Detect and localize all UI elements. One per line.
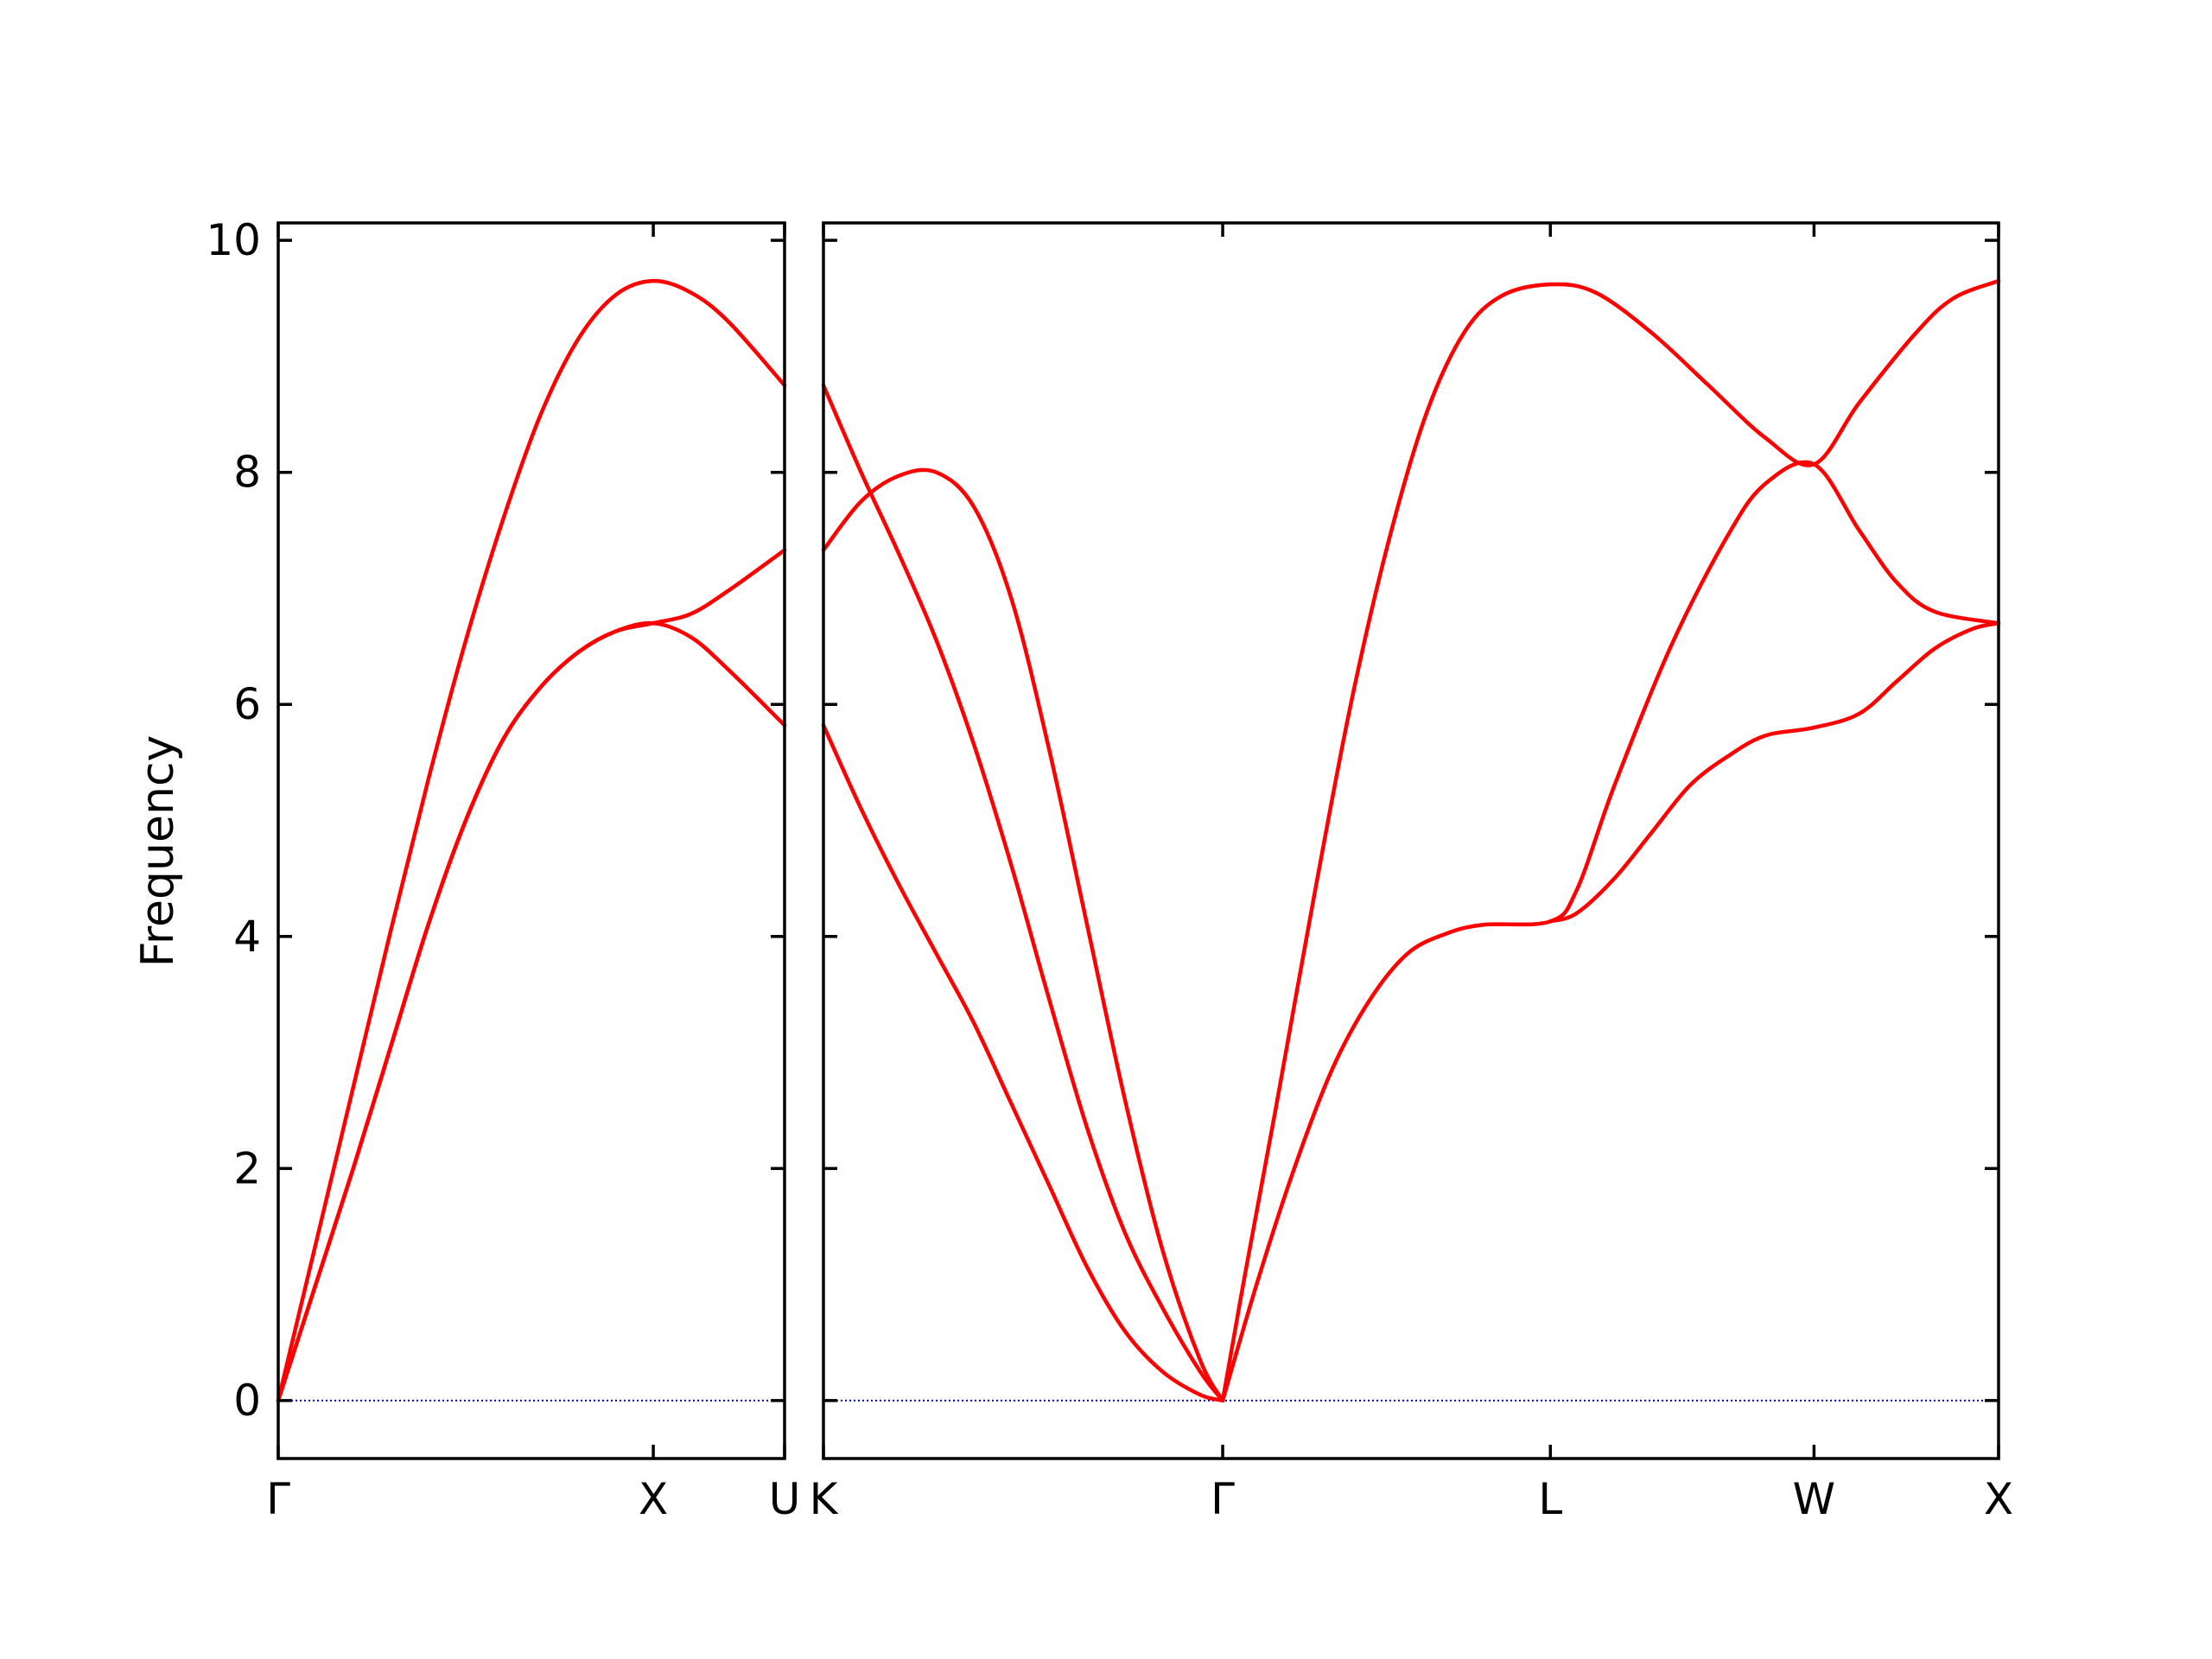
x-tick-label: L xyxy=(1538,1474,1562,1524)
x-tick-label: Γ xyxy=(1211,1474,1235,1524)
band-line-1 xyxy=(276,278,787,1403)
y-tick-label: 8 xyxy=(233,448,261,498)
band-line-5 xyxy=(1220,460,2001,1403)
x-tick-label: W xyxy=(1793,1474,1835,1524)
band-line-1 xyxy=(821,383,1225,1403)
x-tick-label: U xyxy=(769,1474,801,1524)
panel-gamma-x-u: 0 2 4 6 8 10 Γ X U xyxy=(206,215,800,1524)
y-axis-label: Frequency xyxy=(132,735,184,968)
plot-frame xyxy=(822,221,2000,1460)
y-tick-label: 2 xyxy=(233,1143,261,1193)
plot-frame xyxy=(276,221,786,1460)
band-line-6 xyxy=(1548,620,2001,924)
y-tick-label: 0 xyxy=(233,1376,261,1426)
x-tick-label: X xyxy=(639,1474,668,1524)
y-tick-label: 10 xyxy=(206,215,261,265)
band-line-4 xyxy=(1220,278,2001,1403)
x-tick-label: X xyxy=(1984,1474,2013,1524)
x-tick-label: K xyxy=(810,1474,839,1524)
x-tick-label: Γ xyxy=(266,1474,290,1524)
y-tick-label: 4 xyxy=(233,912,261,962)
band-line-2 xyxy=(276,548,787,1403)
y-tick-label: 6 xyxy=(233,679,261,729)
band-line-3 xyxy=(276,620,787,1403)
band-line-3 xyxy=(821,723,1225,1403)
band-line-2 xyxy=(821,467,1225,1403)
